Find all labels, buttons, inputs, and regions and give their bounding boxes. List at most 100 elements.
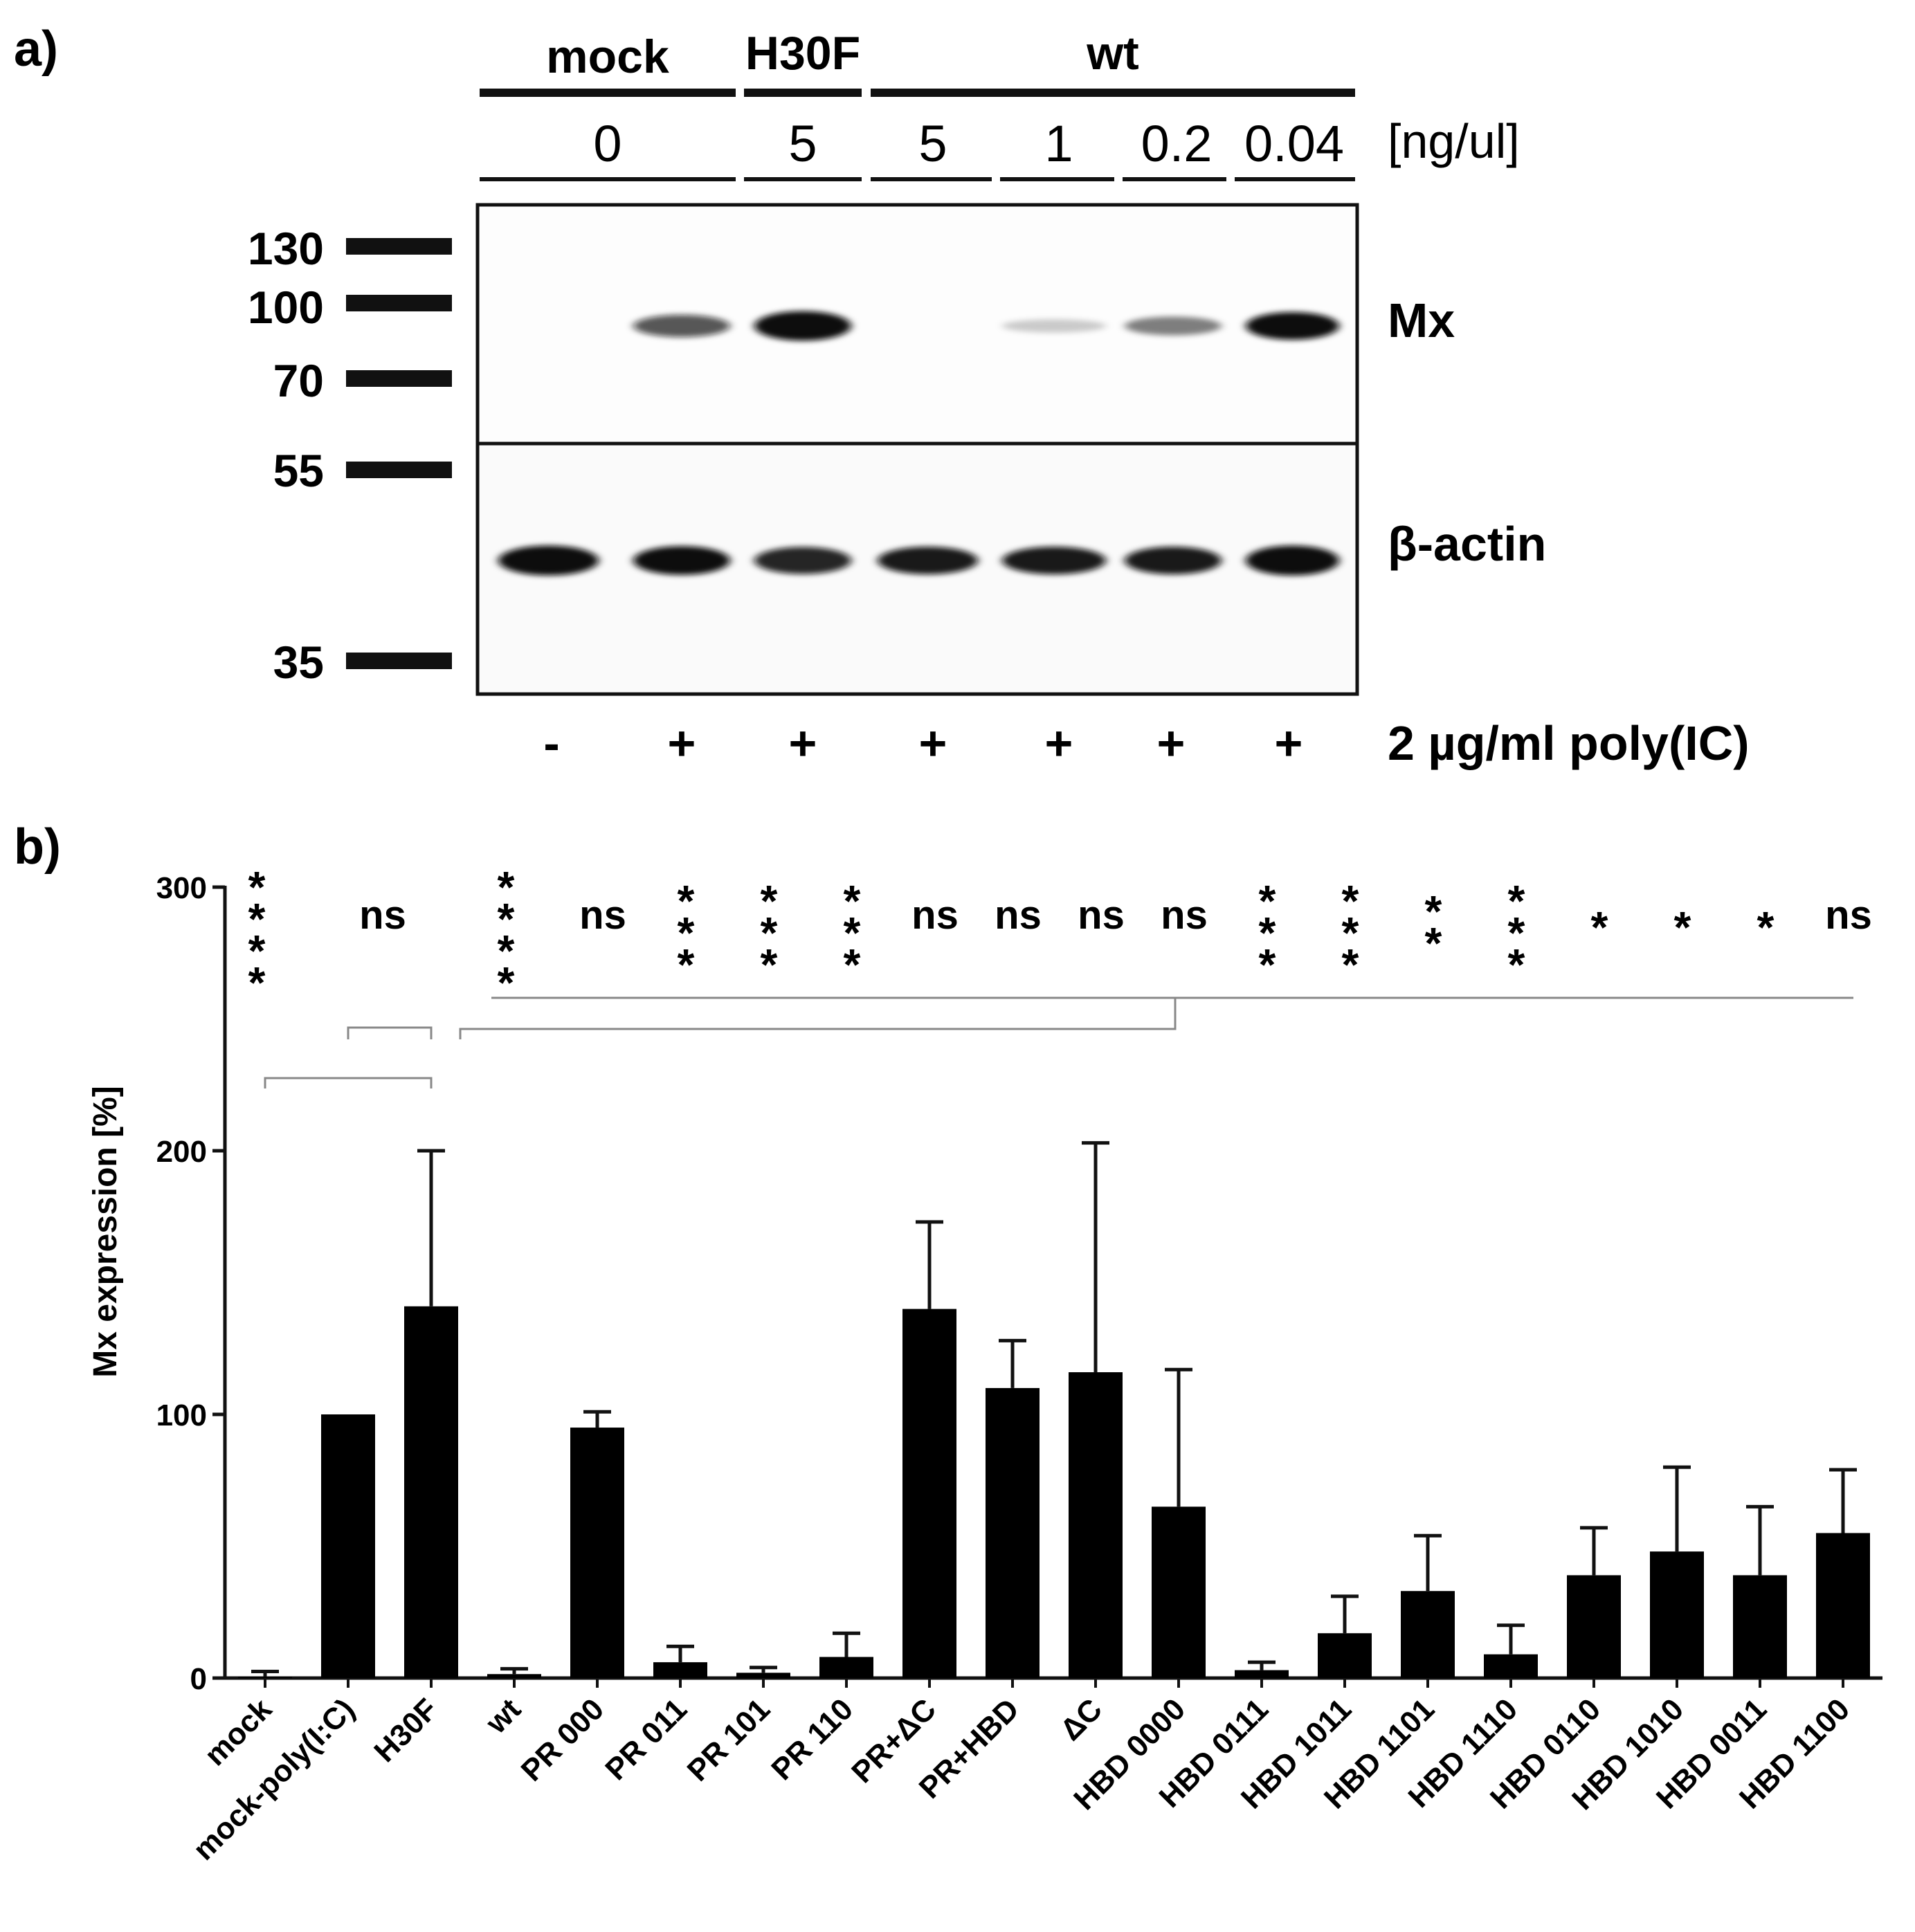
bar-10 [1069,1372,1123,1678]
bar-18 [1733,1575,1787,1678]
actin-band-lane-3 [754,547,851,574]
treatment-label: 2 µg/ml poly(IC) [1388,716,1750,770]
marker-35-label: 35 [273,637,324,688]
concentration-mock: 0 [593,115,621,172]
mx-band-lane-3 [754,311,851,341]
panel-a-western-blot: a) mock H30F wt 0 5 5 1 0.2 0.04 [ng/ul]… [14,21,1750,770]
group-label-wt: wt [1086,27,1139,80]
significance-11: * * * [1259,876,1276,990]
y-tick-label-100: 100 [156,1398,207,1432]
concentration-wt-5: 5 [918,115,947,172]
y-tick-label-300: 300 [156,871,207,905]
bracket-mock-vs-h30f [264,1077,433,1088]
bar-3 [487,1674,541,1678]
significance-6: * * * [844,876,861,990]
mw-markers: 130 100 70 55 35 [248,223,452,688]
x-tick-label-7: PR 110 [765,1692,860,1787]
significance-14: * * * [1508,876,1525,990]
bracket-h30f-to-group [459,998,1177,1039]
bar-2 [404,1306,458,1678]
x-tick-label-3: wt [479,1692,527,1740]
treatment-sign-lane-1: - [543,716,559,770]
significance-3: ns [579,893,626,938]
concentration-underlines [480,177,1355,181]
marker-100-label: 100 [248,282,324,333]
bar-15 [1484,1654,1538,1678]
treatment-sign-lane-5: + [1045,716,1073,770]
bar-4 [570,1428,624,1678]
group-label-mock: mock [546,30,669,83]
significance-2: * * * * [498,862,515,1008]
treatment-sign-lane-6: + [1157,716,1186,770]
concentration-wt-0.2: 0.2 [1141,115,1213,172]
treatment-signs: - + + + + + + [543,716,1303,770]
panel-b-label: b) [14,819,61,875]
bar-6 [736,1673,790,1678]
bar-14 [1401,1591,1455,1678]
significance-18: ns [1825,893,1872,938]
mx-bands [633,311,1339,341]
bar-12 [1235,1670,1289,1678]
actin-band-lane-1 [498,545,599,576]
actin-bands [498,545,1339,576]
bar-19 [1816,1533,1870,1678]
significance-4: * * * [678,876,695,990]
bar-9 [986,1387,1040,1678]
bar-8 [902,1309,956,1678]
marker-130-label: 130 [248,223,324,274]
target-label-mx: Mx [1388,293,1455,347]
actin-band-lane-7 [1246,545,1339,576]
mx-band-lane-5 [1002,319,1106,333]
group-bar-h30f [744,89,862,97]
bar-11 [1152,1506,1206,1678]
bar-0 [238,1677,292,1679]
panel-a-label: a) [14,21,58,77]
marker-70-label: 70 [273,355,324,406]
group-bar-wt [871,89,1355,97]
actin-band-lane-2 [633,546,730,575]
significance-16: * [1674,902,1691,952]
bar-7 [819,1657,873,1678]
y-axis-label: Mx expression [%] [87,1086,124,1377]
significance-8: ns [995,893,1042,938]
significance-9: ns [1078,893,1125,938]
concentration-wt-1: 1 [1044,115,1073,172]
significance-5: * * * [761,876,778,990]
significance-12: * * * [1342,876,1359,990]
marker-55-band [346,462,452,478]
x-tick-label-2: H30F [367,1692,444,1769]
blot-mx [475,203,1359,446]
marker-35-band [346,653,452,669]
marker-55-label: 55 [273,445,324,496]
mx-band-lane-7 [1246,311,1339,340]
target-label-actin: β-actin [1388,517,1546,571]
treatment-sign-lane-3: + [789,716,817,770]
bar-5 [653,1662,707,1678]
bar-13 [1318,1633,1372,1678]
x-tick-label-4: PR 000 [515,1692,610,1787]
x-tick-label-5: PR 011 [599,1692,693,1787]
actin-band-lane-5 [1002,547,1106,574]
actin-band-lane-4 [878,547,978,574]
group-label-h30f: H30F [745,27,860,80]
concentration-unit: [ng/ul] [1388,114,1520,168]
panel-b-bar-chart: b) Mx expression [%] 0100200300mockmock-… [14,819,1882,1867]
significance-15: * [1591,902,1608,952]
significance-1: ns [359,893,406,938]
significance-7: ns [911,893,959,938]
marker-130-band [346,238,452,255]
x-tick-label-10: ΔC [1054,1692,1109,1747]
y-tick-label-0: 0 [190,1662,207,1696]
marker-100-band [346,295,452,311]
actin-band-lane-6 [1125,547,1222,574]
group-bar-mock [480,89,736,97]
significance-0: * * * * [248,862,266,1008]
bar-1 [321,1414,375,1678]
marker-70-band [346,370,452,387]
concentration-wt-0.04: 0.04 [1244,115,1344,172]
mx-band-lane-2 [633,314,730,338]
x-tick-label-6: PR 101 [681,1692,777,1787]
bar-16 [1567,1575,1621,1678]
